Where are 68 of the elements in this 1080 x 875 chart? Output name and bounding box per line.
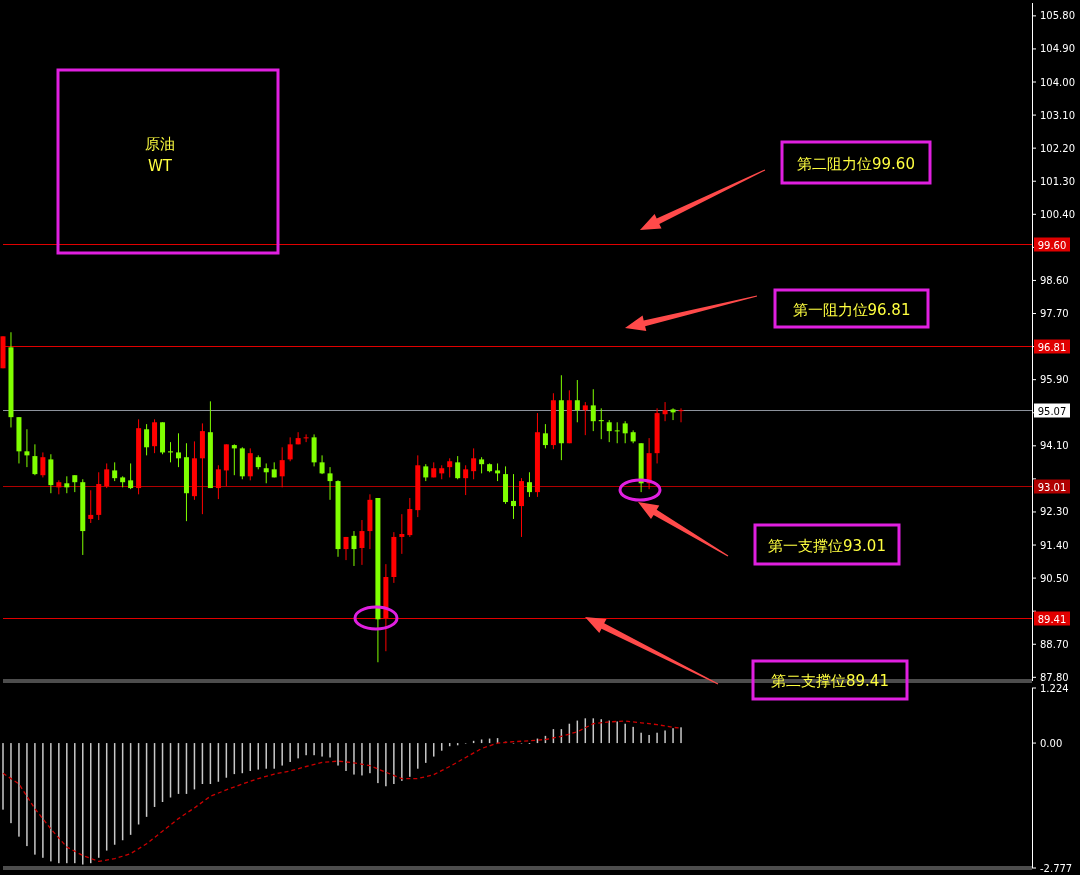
candlestick (319, 454, 325, 475)
candlestick (279, 446, 285, 488)
candlestick (32, 443, 38, 476)
candlestick (303, 433, 309, 443)
candlestick (582, 401, 588, 436)
y-tick-label: 102.20 (1040, 142, 1075, 154)
candlestick (455, 455, 461, 480)
candlestick (263, 462, 269, 484)
y-tick-label: 104.00 (1040, 76, 1075, 88)
candlestick (152, 418, 158, 454)
candlestick (359, 519, 365, 566)
annotation: 第一支撑位93.01 (768, 536, 886, 555)
candlestick (128, 462, 134, 490)
candlestick (463, 464, 469, 496)
candlestick (447, 457, 453, 478)
annotation: 第二阻力位99.60 (797, 154, 915, 173)
y-tick-label: 90.50 (1040, 572, 1069, 584)
candlestick (247, 447, 253, 481)
ref-line-label: 99.60 (1037, 239, 1067, 251)
candlestick (351, 530, 357, 567)
candlestick (327, 466, 333, 501)
candlestick (40, 451, 46, 478)
candlestick (175, 432, 181, 468)
y-tick-label: 104.90 (1040, 43, 1075, 55)
ref-line-label: 95.07 (1037, 405, 1067, 417)
y-tick-label: 1.224 (1040, 682, 1069, 694)
candlestick (287, 436, 293, 462)
candlestick (526, 471, 532, 498)
candlestick (622, 420, 628, 444)
y-tick-label: 95.90 (1040, 374, 1069, 386)
candlestick (590, 388, 596, 432)
annotation: 第一阻力位96.81 (792, 300, 911, 319)
candlestick (542, 423, 548, 449)
y-tick-label: 91.40 (1040, 539, 1069, 551)
y-tick-label: 0.00 (1040, 737, 1063, 749)
candlestick (471, 447, 477, 480)
candlestick (662, 401, 668, 422)
ref-line-label: 96.81 (1037, 341, 1067, 353)
candlestick (511, 473, 517, 520)
annotation: 第二支撑位89.41 (771, 672, 889, 690)
candlestick (215, 464, 221, 500)
line-series (2, 720, 682, 863)
candlestick (574, 379, 580, 423)
candlestick (295, 431, 301, 445)
candlestick (399, 513, 405, 555)
candlestick (670, 407, 676, 421)
y-tick-label: 105.80 (1040, 10, 1075, 22)
candlestick (144, 423, 150, 456)
y-tick-label: 94.10 (1040, 440, 1069, 452)
y-tick-label: 100.40 (1040, 208, 1075, 220)
ref-line-label: 93.01 (1037, 481, 1067, 493)
candlestick (24, 428, 30, 468)
candlestick (112, 461, 118, 482)
y-tick-label: 103.10 (1040, 109, 1075, 121)
y-tick-label: 92.30 (1040, 506, 1069, 518)
y-tick-label: 88.70 (1040, 638, 1069, 650)
ref-line-label: 89.41 (1037, 613, 1067, 625)
candlestick (678, 407, 684, 423)
annotation: 原油 WT (145, 135, 175, 175)
candlestick (606, 419, 612, 443)
y-tick-label: -2.777 (1040, 862, 1073, 874)
candlestick (104, 462, 110, 489)
candlestick (614, 421, 620, 444)
y-tick-label: 101.30 (1040, 175, 1075, 187)
candlestick (88, 489, 94, 524)
y-tick-label: 87.80 (1040, 671, 1069, 683)
y-tick-label: 98.60 (1040, 274, 1069, 286)
y-tick-label: 97.70 (1040, 308, 1069, 320)
